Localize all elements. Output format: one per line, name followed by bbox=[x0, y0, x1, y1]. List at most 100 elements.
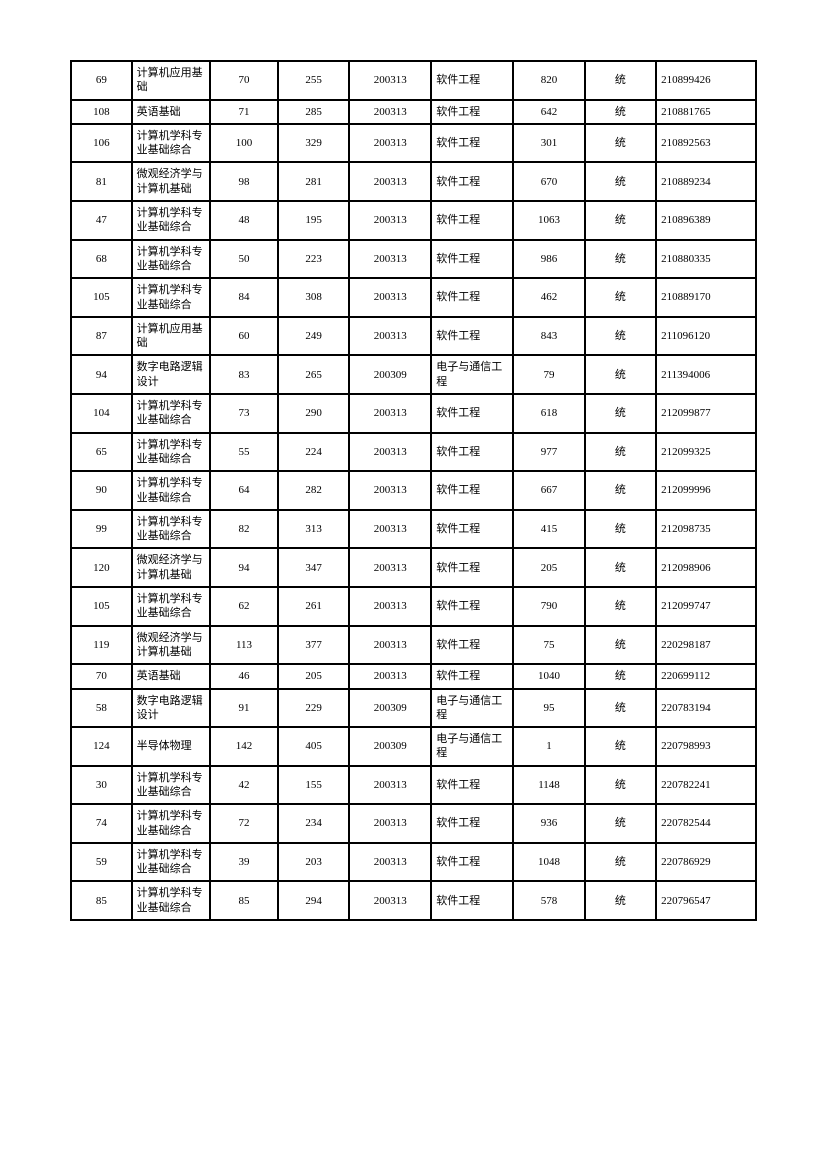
table-cell: 936 bbox=[513, 804, 584, 843]
table-cell: 数字电路逻辑设计 bbox=[132, 355, 210, 394]
table-cell: 210889170 bbox=[656, 278, 756, 317]
table-row: 99计算机学科专业基础综合82313200313软件工程415统21209873… bbox=[71, 510, 756, 549]
table-cell: 200313 bbox=[349, 766, 431, 805]
table-cell: 95 bbox=[513, 689, 584, 728]
table-cell: 329 bbox=[278, 124, 349, 163]
table-cell: 统 bbox=[585, 804, 656, 843]
table-cell: 统 bbox=[585, 201, 656, 240]
table-cell: 软件工程 bbox=[431, 626, 513, 665]
table-row: 81微观经济学与计算机基础98281200313软件工程670统21088923… bbox=[71, 162, 756, 201]
table-cell: 91 bbox=[210, 689, 278, 728]
table-cell: 301 bbox=[513, 124, 584, 163]
table-cell: 200313 bbox=[349, 510, 431, 549]
table-cell: 205 bbox=[513, 548, 584, 587]
table-cell: 软件工程 bbox=[431, 766, 513, 805]
table-cell: 计算机学科专业基础综合 bbox=[132, 201, 210, 240]
table-cell: 70 bbox=[210, 61, 278, 100]
table-cell: 42 bbox=[210, 766, 278, 805]
table-cell: 200313 bbox=[349, 61, 431, 100]
table-cell: 119 bbox=[71, 626, 132, 665]
table-cell: 265 bbox=[278, 355, 349, 394]
table-row: 119微观经济学与计算机基础113377200313软件工程75统2202981… bbox=[71, 626, 756, 665]
table-cell: 200313 bbox=[349, 278, 431, 317]
table-cell: 50 bbox=[210, 240, 278, 279]
table-cell: 46 bbox=[210, 664, 278, 688]
table-cell: 1040 bbox=[513, 664, 584, 688]
table-cell: 203 bbox=[278, 843, 349, 882]
table-cell: 58 bbox=[71, 689, 132, 728]
table-cell: 软件工程 bbox=[431, 61, 513, 100]
table-cell: 软件工程 bbox=[431, 201, 513, 240]
table-cell: 计算机学科专业基础综合 bbox=[132, 124, 210, 163]
table-cell: 计算机应用基础 bbox=[132, 317, 210, 356]
table-cell: 200313 bbox=[349, 240, 431, 279]
table-cell: 200309 bbox=[349, 689, 431, 728]
table-cell: 210892563 bbox=[656, 124, 756, 163]
table-cell: 200313 bbox=[349, 433, 431, 472]
table-cell: 软件工程 bbox=[431, 881, 513, 920]
table-cell: 94 bbox=[71, 355, 132, 394]
table-row: 90计算机学科专业基础综合64282200313软件工程667统21209999… bbox=[71, 471, 756, 510]
table-row: 94数字电路逻辑设计83265200309电子与通信工程79统211394006 bbox=[71, 355, 756, 394]
table-cell: 200313 bbox=[349, 548, 431, 587]
table-cell: 790 bbox=[513, 587, 584, 626]
table-cell: 200309 bbox=[349, 727, 431, 766]
table-cell: 100 bbox=[210, 124, 278, 163]
table-cell: 统 bbox=[585, 548, 656, 587]
table-cell: 220798993 bbox=[656, 727, 756, 766]
table-row: 30计算机学科专业基础综合42155200313软件工程1148统2207822… bbox=[71, 766, 756, 805]
table-cell: 72 bbox=[210, 804, 278, 843]
table-cell: 统 bbox=[585, 317, 656, 356]
table-cell: 英语基础 bbox=[132, 100, 210, 124]
table-cell: 294 bbox=[278, 881, 349, 920]
table-cell: 415 bbox=[513, 510, 584, 549]
table-cell: 249 bbox=[278, 317, 349, 356]
table-cell: 统 bbox=[585, 433, 656, 472]
table-cell: 667 bbox=[513, 471, 584, 510]
table-cell: 124 bbox=[71, 727, 132, 766]
table-row: 74计算机学科专业基础综合72234200313软件工程936统22078254… bbox=[71, 804, 756, 843]
table-cell: 英语基础 bbox=[132, 664, 210, 688]
table-cell: 977 bbox=[513, 433, 584, 472]
table-cell: 统 bbox=[585, 162, 656, 201]
table-cell: 99 bbox=[71, 510, 132, 549]
table-cell: 84 bbox=[210, 278, 278, 317]
table-cell: 计算机学科专业基础综合 bbox=[132, 394, 210, 433]
table-row: 87计算机应用基础60249200313软件工程843统211096120 bbox=[71, 317, 756, 356]
table-cell: 75 bbox=[513, 626, 584, 665]
table-cell: 数字电路逻辑设计 bbox=[132, 689, 210, 728]
table-cell: 统 bbox=[585, 100, 656, 124]
table-cell: 47 bbox=[71, 201, 132, 240]
table-row: 68计算机学科专业基础综合50223200313软件工程986统21088033… bbox=[71, 240, 756, 279]
table-cell: 统 bbox=[585, 278, 656, 317]
table-cell: 软件工程 bbox=[431, 843, 513, 882]
table-cell: 统 bbox=[585, 510, 656, 549]
table-row: 104计算机学科专业基础综合73290200313软件工程618统2120998… bbox=[71, 394, 756, 433]
table-cell: 200313 bbox=[349, 626, 431, 665]
table-row: 120微观经济学与计算机基础94347200313软件工程205统2120989… bbox=[71, 548, 756, 587]
table-cell: 微观经济学与计算机基础 bbox=[132, 162, 210, 201]
table-cell: 65 bbox=[71, 433, 132, 472]
table-cell: 软件工程 bbox=[431, 124, 513, 163]
table-cell: 200313 bbox=[349, 317, 431, 356]
table-cell: 计算机学科专业基础综合 bbox=[132, 766, 210, 805]
table-cell: 212098735 bbox=[656, 510, 756, 549]
table-cell: 统 bbox=[585, 766, 656, 805]
table-cell: 155 bbox=[278, 766, 349, 805]
table-cell: 90 bbox=[71, 471, 132, 510]
table-cell: 578 bbox=[513, 881, 584, 920]
table-row: 108英语基础71285200313软件工程642统210881765 bbox=[71, 100, 756, 124]
table-cell: 微观经济学与计算机基础 bbox=[132, 548, 210, 587]
table-cell: 69 bbox=[71, 61, 132, 100]
table-body: 69计算机应用基础70255200313软件工程820统210899426108… bbox=[71, 61, 756, 920]
table-cell: 618 bbox=[513, 394, 584, 433]
table-cell: 200313 bbox=[349, 587, 431, 626]
table-row: 69计算机应用基础70255200313软件工程820统210899426 bbox=[71, 61, 756, 100]
table-cell: 106 bbox=[71, 124, 132, 163]
table-cell: 200313 bbox=[349, 162, 431, 201]
table-cell: 统 bbox=[585, 587, 656, 626]
table-cell: 670 bbox=[513, 162, 584, 201]
table-cell: 224 bbox=[278, 433, 349, 472]
table-cell: 212099996 bbox=[656, 471, 756, 510]
table-cell: 软件工程 bbox=[431, 317, 513, 356]
